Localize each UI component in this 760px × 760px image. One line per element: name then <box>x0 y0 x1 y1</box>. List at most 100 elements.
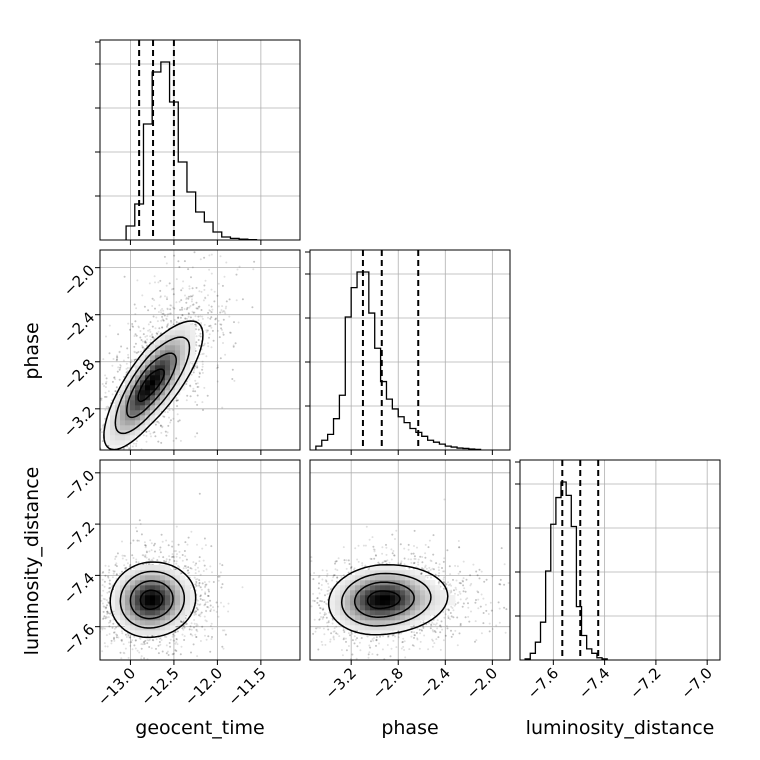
sample-point <box>125 566 128 569</box>
sample-point <box>108 587 111 590</box>
sample-point <box>198 305 201 308</box>
sample-point <box>147 558 150 561</box>
density-cell <box>135 420 141 426</box>
sample-point <box>165 644 168 647</box>
sample-point <box>101 572 104 575</box>
sample-point <box>109 583 112 586</box>
density-cell <box>145 360 151 366</box>
sample-point <box>107 575 110 578</box>
density-cell <box>115 425 121 431</box>
sample-point <box>196 386 199 388</box>
sample-point <box>122 447 125 450</box>
sample-point <box>197 328 200 331</box>
sample-point <box>133 303 136 306</box>
sample-point <box>107 406 110 409</box>
contour-line <box>137 368 165 403</box>
sample-point <box>193 576 196 579</box>
sample-point <box>102 610 105 613</box>
sample-point <box>195 286 198 289</box>
sample-point <box>170 320 172 322</box>
sample-point <box>222 318 225 321</box>
sample-point <box>166 298 168 301</box>
sample-point <box>128 447 131 450</box>
sample-point <box>113 639 116 642</box>
sample-point <box>141 340 144 343</box>
sample-point <box>214 323 217 326</box>
sample-point <box>177 399 179 402</box>
sample-point <box>232 345 235 348</box>
sample-point <box>150 647 153 650</box>
sample-point <box>202 559 205 562</box>
density-cell <box>155 365 161 371</box>
sample-point <box>172 287 175 290</box>
sample-point <box>201 360 204 363</box>
sample-point <box>253 260 256 263</box>
sample-point <box>189 567 192 570</box>
sample-point <box>208 336 210 339</box>
histogram-step <box>315 271 482 451</box>
sample-point <box>210 305 213 308</box>
sample-point <box>109 619 112 622</box>
sample-point <box>235 273 238 276</box>
sample-point <box>185 622 188 625</box>
sample-point <box>115 636 118 639</box>
sample-point <box>153 299 156 302</box>
sample-point <box>166 325 168 328</box>
sample-point <box>161 650 164 653</box>
sample-point <box>193 613 196 616</box>
sample-point <box>103 585 106 588</box>
sample-point <box>122 643 125 646</box>
sample-point <box>195 382 198 385</box>
sample-point <box>114 555 117 558</box>
sample-point <box>123 554 126 557</box>
density-cell <box>130 420 136 426</box>
sample-point <box>198 344 201 347</box>
sample-point <box>110 639 113 642</box>
sample-point <box>145 430 148 433</box>
sample-point <box>128 636 131 639</box>
sample-point <box>217 282 220 285</box>
density-cell <box>130 425 136 431</box>
sample-point <box>104 574 107 577</box>
sample-point <box>123 275 126 278</box>
sample-point <box>105 634 108 637</box>
sample-point <box>198 371 201 374</box>
sample-point <box>197 570 200 573</box>
sample-point <box>196 386 199 388</box>
sample-point <box>204 586 206 589</box>
sample-point <box>118 378 121 381</box>
sample-point <box>135 334 138 337</box>
sample-point <box>207 342 209 345</box>
sample-point <box>197 315 200 318</box>
sample-point <box>103 580 106 583</box>
sample-point <box>134 647 137 650</box>
density-cell <box>165 345 171 351</box>
sample-point <box>117 333 120 336</box>
sample-point <box>191 287 194 290</box>
sample-point <box>209 324 212 327</box>
sample-point <box>196 578 199 581</box>
sample-point <box>144 546 147 549</box>
sample-point <box>195 323 197 326</box>
sample-point <box>126 370 129 372</box>
sample-point <box>203 344 206 347</box>
sample-point <box>223 629 226 632</box>
sample-point <box>232 345 235 348</box>
sample-point <box>178 550 181 553</box>
sample-point <box>208 590 210 593</box>
sample-point <box>113 636 115 639</box>
sample-point <box>152 336 155 339</box>
sample-point <box>139 350 142 353</box>
sample-point <box>201 582 204 585</box>
sample-point <box>111 626 114 629</box>
density-cell <box>135 365 141 371</box>
sample-point <box>223 310 226 313</box>
sample-point <box>205 329 208 332</box>
sample-point <box>189 316 192 319</box>
sample-point <box>176 405 178 407</box>
panel-frame <box>309 249 511 451</box>
sample-point <box>146 344 149 347</box>
sample-point <box>173 634 176 637</box>
sample-point <box>168 312 171 315</box>
